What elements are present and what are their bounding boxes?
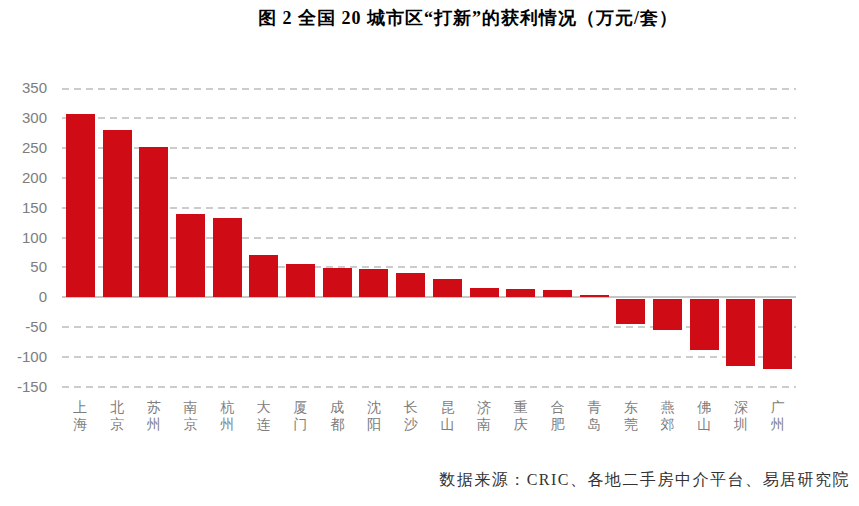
- x-slot: 成都: [319, 399, 356, 433]
- x-axis-labels: 上海北京苏州南京杭州大连厦门成都沈阳长沙昆山济南重庆合肥青岛东莞燕郊佛山深圳广州: [62, 399, 796, 433]
- y-tick-label: -50: [0, 318, 47, 336]
- plot-area: [62, 88, 796, 387]
- x-slot: 广州: [759, 399, 796, 433]
- x-tick-label: 北京: [110, 399, 125, 433]
- x-tick-label: 成都: [330, 399, 345, 433]
- y-tick-label: -100: [0, 348, 47, 366]
- bar-昆山: [433, 279, 462, 298]
- y-tick-label: 0: [0, 288, 47, 306]
- x-tick-label: 东莞: [623, 399, 638, 433]
- bar-重庆: [506, 289, 535, 297]
- x-slot: 青岛: [576, 399, 613, 433]
- y-tick-label: 250: [0, 139, 47, 157]
- x-tick-label: 上海: [73, 399, 88, 433]
- bar-北京: [103, 130, 132, 297]
- x-slot: 长沙: [392, 399, 429, 433]
- bar-长沙: [396, 273, 425, 297]
- y-tick-label: 150: [0, 199, 47, 217]
- bar-广州: [763, 299, 792, 368]
- x-slot: 重庆: [502, 399, 539, 433]
- x-slot: 燕郊: [649, 399, 686, 433]
- x-tick-label: 南京: [183, 399, 198, 433]
- x-slot: 厦门: [282, 399, 319, 433]
- x-tick-label: 深圳: [734, 399, 749, 433]
- x-slot: 大连: [246, 399, 283, 433]
- data-source-note: 数据来源：CRIC、各地二手房中介平台、易居研究院: [439, 470, 850, 491]
- y-tick-label: -150: [0, 378, 47, 396]
- gridline: [62, 266, 796, 268]
- x-slot: 杭州: [209, 399, 246, 433]
- x-tick-label: 厦门: [293, 399, 308, 433]
- y-tick-label: 200: [0, 169, 47, 187]
- gridline: [62, 147, 796, 149]
- x-slot: 济南: [466, 399, 503, 433]
- bar-燕郊: [653, 299, 682, 329]
- bar-成都: [323, 268, 352, 297]
- x-slot: 上海: [62, 399, 99, 433]
- bar-青岛: [580, 295, 609, 297]
- gridline: [62, 117, 796, 119]
- gridline: [62, 356, 796, 358]
- bar-济南: [470, 288, 499, 297]
- x-slot: 东莞: [613, 399, 650, 433]
- x-tick-label: 沈阳: [366, 399, 381, 433]
- y-tick-label: 350: [0, 79, 47, 97]
- bar-南京: [176, 214, 205, 298]
- chart-page: 图 2 全国 20 城市区“打新”的获利情况（万元/套） 350 300 250 20…: [0, 0, 859, 506]
- x-slot: 佛山: [686, 399, 723, 433]
- x-tick-label: 苏州: [146, 399, 161, 433]
- bar-佛山: [690, 299, 719, 349]
- y-tick-label: 300: [0, 109, 47, 127]
- bar-深圳: [726, 299, 755, 366]
- x-tick-label: 大连: [256, 399, 271, 433]
- x-tick-label: 燕郊: [660, 399, 675, 433]
- x-slot: 沈阳: [356, 399, 393, 433]
- x-tick-label: 合肥: [550, 399, 565, 433]
- gridline: [62, 237, 796, 239]
- gridline: [62, 177, 796, 179]
- bar-杭州: [213, 218, 242, 297]
- gridline: [62, 88, 796, 90]
- x-tick-label: 重庆: [513, 399, 528, 433]
- x-axis-line: [62, 296, 796, 298]
- x-tick-label: 杭州: [220, 399, 235, 433]
- gridline: [62, 386, 796, 388]
- bar-大连: [249, 255, 278, 297]
- bar-苏州: [139, 147, 168, 297]
- x-tick-label: 昆山: [440, 399, 455, 433]
- x-slot: 昆山: [429, 399, 466, 433]
- x-tick-label: 济南: [477, 399, 492, 433]
- x-tick-label: 青岛: [587, 399, 602, 433]
- x-slot: 合肥: [539, 399, 576, 433]
- y-tick-label: 50: [0, 258, 47, 276]
- bar-合肥: [543, 290, 572, 297]
- x-slot: 苏州: [135, 399, 172, 433]
- x-slot: 北京: [99, 399, 136, 433]
- bar-沈阳: [359, 269, 388, 297]
- x-slot: 南京: [172, 399, 209, 433]
- y-tick-label: 100: [0, 229, 47, 247]
- y-axis-labels: 350 300 250 200 150 100 50 0 -50 -100 -150: [0, 0, 47, 506]
- x-slot: 深圳: [723, 399, 760, 433]
- bar-东莞: [616, 299, 645, 324]
- x-tick-label: 佛山: [697, 399, 712, 433]
- bar-上海: [66, 114, 95, 298]
- bar-厦门: [286, 264, 315, 297]
- chart-title: 图 2 全国 20 城市区“打新”的获利情况（万元/套）: [77, 6, 859, 30]
- gridline: [62, 326, 796, 328]
- x-tick-label: 长沙: [403, 399, 418, 433]
- x-tick-label: 广州: [770, 399, 785, 433]
- gridline: [62, 207, 796, 209]
